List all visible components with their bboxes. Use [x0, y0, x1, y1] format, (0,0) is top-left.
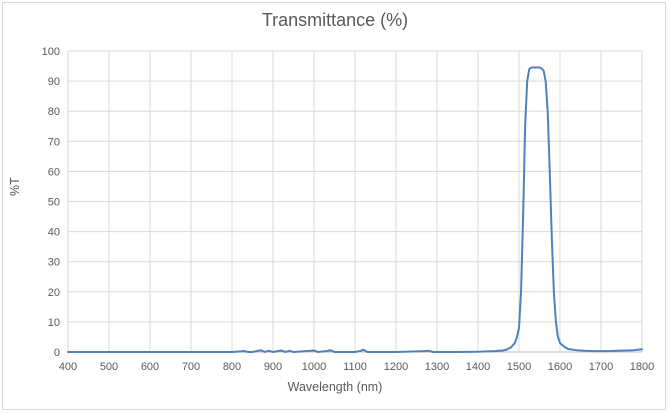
x-tick-label: 800	[223, 361, 241, 373]
x-tick-label: 400	[59, 361, 77, 373]
y-tick-label: 10	[48, 317, 60, 329]
x-tick-label: 1600	[548, 361, 572, 373]
y-tick-label: 0	[54, 347, 60, 359]
x-tick-label: 1300	[425, 361, 449, 373]
y-tick-label: 30	[48, 257, 60, 269]
x-tick-label: 500	[100, 361, 118, 373]
series-line	[67, 66, 643, 353]
y-tick-label: 90	[48, 76, 60, 88]
x-tick-label: 1400	[466, 361, 490, 373]
x-tick-label: 700	[182, 361, 200, 373]
x-tick-label: 600	[141, 361, 159, 373]
chart-title: Transmittance (%)	[261, 10, 409, 30]
y-tick-label: 80	[48, 106, 60, 118]
x-tick-label: 1800	[630, 361, 654, 373]
x-tick-label: 1000	[302, 361, 326, 373]
y-tick-label: 60	[48, 166, 60, 178]
y-tick-label: 40	[48, 227, 60, 239]
y-axis-label: %T	[8, 177, 22, 196]
y-tick-label: 50	[48, 197, 60, 209]
y-tick-label: 20	[48, 287, 60, 299]
x-tick-label: 1200	[384, 361, 408, 373]
y-tick-label: 70	[48, 136, 60, 148]
chart-frame	[2, 2, 666, 410]
y-tick-label: 100	[42, 46, 60, 58]
x-tick-label: 1700	[589, 361, 613, 373]
x-tick-label: 900	[264, 361, 282, 373]
x-tick-label: 1500	[507, 361, 531, 373]
x-axis-label: Wavelength (nm)	[287, 380, 383, 394]
x-tick-label: 1100	[343, 361, 367, 373]
